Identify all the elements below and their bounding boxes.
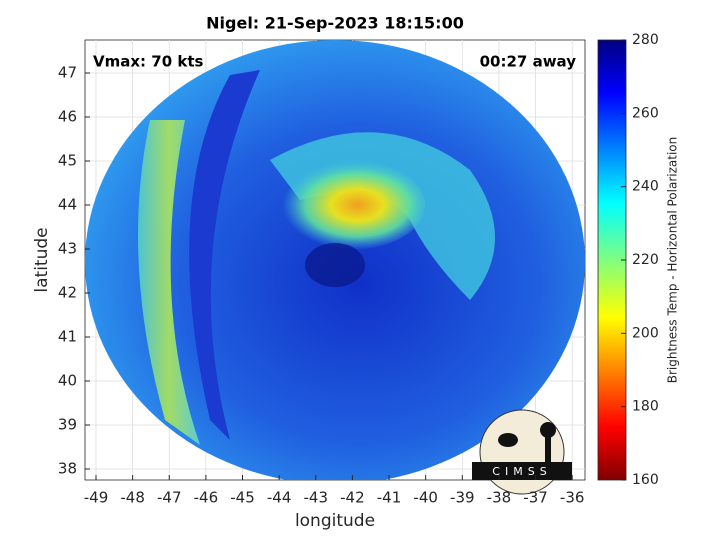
x-tick-label: -36	[560, 489, 585, 507]
colorbar-tick-label: 180	[632, 399, 659, 415]
colorbar-tick-label: 200	[632, 325, 659, 341]
y-tick-label: 46	[58, 108, 77, 126]
x-tick-label: -45	[230, 489, 255, 507]
x-tick-label: -49	[84, 489, 109, 507]
y-tick-label: 40	[58, 372, 77, 390]
y-tick-label: 38	[58, 460, 77, 478]
core	[275, 160, 425, 250]
dry-band	[138, 120, 200, 445]
logo-text: CIMSS	[492, 465, 551, 478]
y-tick-label: 41	[58, 328, 77, 346]
x-tick-label: -38	[487, 489, 512, 507]
y-tick-label: 47	[58, 64, 77, 82]
x-tick-label: -37	[523, 489, 548, 507]
y-tick-label: 42	[58, 284, 77, 302]
colorbar-tick-label: 240	[632, 179, 659, 195]
eye	[305, 243, 365, 287]
x-tick-label: -47	[157, 489, 182, 507]
y-tick-label: 45	[58, 152, 77, 170]
band-dark	[189, 70, 260, 440]
colorbar-tick-label: 260	[632, 105, 659, 121]
colorbar-tick-label: 160	[632, 472, 659, 488]
y-tick-label: 44	[58, 196, 77, 214]
x-axis-label: longitude	[295, 511, 375, 531]
image	[85, 40, 585, 480]
x-tick-label: -40	[413, 489, 438, 507]
x-tick-label: -48	[120, 489, 145, 507]
logo: CIMSS	[472, 409, 572, 495]
x-tick-label: -46	[194, 489, 219, 507]
x-tick-label: -41	[377, 489, 402, 507]
x-tick-label: -42	[340, 489, 365, 507]
x-tick-label: -39	[450, 489, 475, 507]
annotation: 00:27 away	[480, 53, 577, 71]
chart-title: Nigel: 21-Sep-2023 18:15:00	[206, 14, 464, 33]
y-tick-label: 39	[58, 416, 77, 434]
y-axis-label: latitude	[32, 227, 52, 292]
x-tick-label: -44	[267, 489, 292, 507]
colorbar-tick-label: 280	[632, 32, 659, 48]
colorbar-label: Brightness Temp - Horizontal Polarizatio…	[666, 137, 680, 384]
y-tick-label: 43	[58, 240, 77, 258]
x-tick-label: -43	[304, 489, 329, 507]
colorbar-tick-label: 220	[632, 252, 659, 268]
annotation: Vmax: 70 kts	[93, 53, 203, 71]
